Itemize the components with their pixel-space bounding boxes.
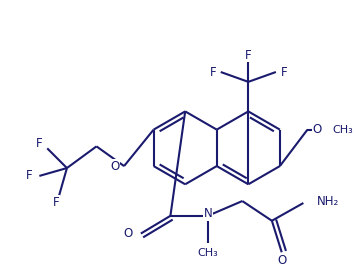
Text: F: F: [36, 137, 43, 150]
Text: O: O: [124, 227, 133, 240]
Text: F: F: [53, 196, 59, 209]
Text: NH₂: NH₂: [317, 195, 339, 208]
Text: O: O: [277, 254, 286, 267]
Text: F: F: [210, 65, 216, 78]
Text: O: O: [312, 123, 321, 136]
Text: N: N: [204, 207, 212, 220]
Text: O: O: [110, 160, 119, 172]
Text: CH₃: CH₃: [198, 248, 218, 258]
Text: CH₃: CH₃: [332, 125, 353, 135]
Text: F: F: [245, 49, 252, 62]
Text: F: F: [26, 169, 33, 182]
Text: F: F: [281, 65, 287, 78]
